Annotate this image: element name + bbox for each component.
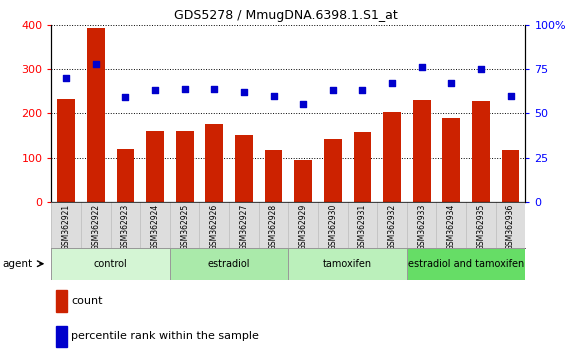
Text: GSM362929: GSM362929	[299, 204, 308, 250]
Bar	[294, 160, 312, 202]
Point	[62, 75, 71, 81]
Bar	[501, 149, 520, 202]
Text: agent: agent	[3, 259, 33, 269]
Point	[180, 86, 189, 91]
Text: GSM362921: GSM362921	[62, 204, 71, 250]
Bar	[324, 138, 341, 202]
Bar	[176, 131, 194, 202]
Point	[358, 87, 367, 93]
Point	[151, 87, 160, 93]
Point	[239, 89, 248, 95]
Text: GSM362936: GSM362936	[506, 204, 515, 251]
Point	[506, 93, 515, 98]
Text: GSM362931: GSM362931	[358, 204, 367, 250]
Text: count: count	[71, 296, 103, 306]
Text: estradiol: estradiol	[208, 259, 250, 269]
Point	[269, 93, 278, 98]
Text: GSM362935: GSM362935	[476, 204, 485, 251]
Bar	[383, 112, 401, 202]
Text: GSM362922: GSM362922	[91, 204, 100, 250]
Text: GSM362930: GSM362930	[328, 204, 337, 251]
Text: GDS5278 / MmugDNA.6398.1.S1_at: GDS5278 / MmugDNA.6398.1.S1_at	[174, 9, 397, 22]
Text: GSM362932: GSM362932	[388, 204, 396, 250]
Text: GSM362933: GSM362933	[417, 204, 426, 251]
Bar	[56, 326, 67, 347]
Point	[417, 64, 426, 70]
Bar	[146, 131, 164, 202]
Text: tamoxifen: tamoxifen	[323, 259, 372, 269]
Point	[210, 86, 219, 91]
Text: GSM362927: GSM362927	[239, 204, 248, 250]
Point	[476, 66, 485, 72]
Point	[299, 102, 308, 107]
Bar	[116, 149, 134, 202]
Bar	[206, 124, 223, 202]
Bar	[57, 99, 75, 202]
Bar	[288, 248, 407, 280]
Bar	[51, 248, 170, 280]
Bar	[87, 28, 104, 202]
Text: estradiol and tamoxifen: estradiol and tamoxifen	[408, 259, 524, 269]
Point	[388, 80, 397, 86]
Text: GSM362926: GSM362926	[210, 204, 219, 250]
Bar	[265, 149, 283, 202]
Bar	[407, 248, 525, 280]
Text: GSM362924: GSM362924	[151, 204, 159, 250]
Point	[328, 87, 337, 93]
Bar	[170, 248, 288, 280]
Text: GSM362923: GSM362923	[121, 204, 130, 250]
Point	[447, 80, 456, 86]
Bar	[413, 100, 431, 202]
Bar	[472, 101, 490, 202]
Text: GSM362925: GSM362925	[180, 204, 189, 250]
Bar	[353, 132, 371, 202]
Text: GSM362928: GSM362928	[269, 204, 278, 250]
Text: percentile rank within the sample: percentile rank within the sample	[71, 331, 259, 341]
Point	[121, 95, 130, 100]
Bar	[235, 136, 253, 202]
Bar	[443, 118, 460, 202]
Text: control: control	[94, 259, 127, 269]
Text: GSM362934: GSM362934	[447, 204, 456, 251]
Bar	[56, 290, 67, 312]
Point	[91, 61, 100, 67]
